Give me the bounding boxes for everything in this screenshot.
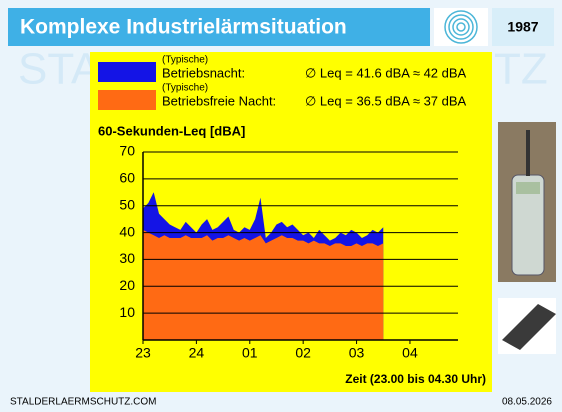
x-tick-label: 23 [135, 345, 151, 361]
legend-swatch [98, 90, 156, 110]
slide: STALDERLAERMSCHUTZ Komplexe Industrielär… [0, 0, 562, 412]
y-tick-label: 20 [119, 277, 135, 293]
y-tick-label: 10 [119, 304, 135, 320]
y-axis-label: 60-Sekunden-Leq [dBA] [98, 123, 245, 138]
y-tick-label: 40 [119, 223, 135, 239]
x-tick-label: 04 [402, 345, 418, 361]
legend-note: (Typische) [162, 83, 208, 94]
legend-note: (Typische) [162, 55, 208, 66]
x-tick-label: 24 [189, 345, 205, 361]
year: 1987 [507, 19, 538, 35]
x-tick-label: 03 [349, 345, 365, 361]
legend-leq: ∅ Leq = 36.5 dBA ≈ 37 dBA [305, 93, 467, 108]
footer-site: STALDERLAERMSCHUTZ.COM [10, 397, 157, 408]
y-tick-label: 50 [119, 196, 135, 212]
legend-label: Betriebsnacht: [162, 65, 245, 80]
y-tick-label: 60 [119, 170, 135, 186]
y-tick-label: 30 [119, 250, 135, 266]
x-tick-label: 01 [242, 345, 258, 361]
legend-leq: ∅ Leq = 41.6 dBA ≈ 42 dBA [305, 65, 467, 80]
y-tick-label: 70 [119, 143, 135, 159]
legend-label: Betriebsfreie Nacht: [162, 93, 276, 108]
meter-display [516, 182, 540, 194]
logo-box [434, 8, 488, 46]
footer-date: 08.05.2026 [502, 397, 552, 408]
x-axis-label: Zeit (23.00 bis 04.30 Uhr) [345, 372, 486, 386]
x-tick-label: 02 [295, 345, 311, 361]
area [143, 230, 383, 340]
slide-title: Komplexe Industrielärmsituation [20, 16, 347, 39]
legend-swatch [98, 62, 156, 82]
